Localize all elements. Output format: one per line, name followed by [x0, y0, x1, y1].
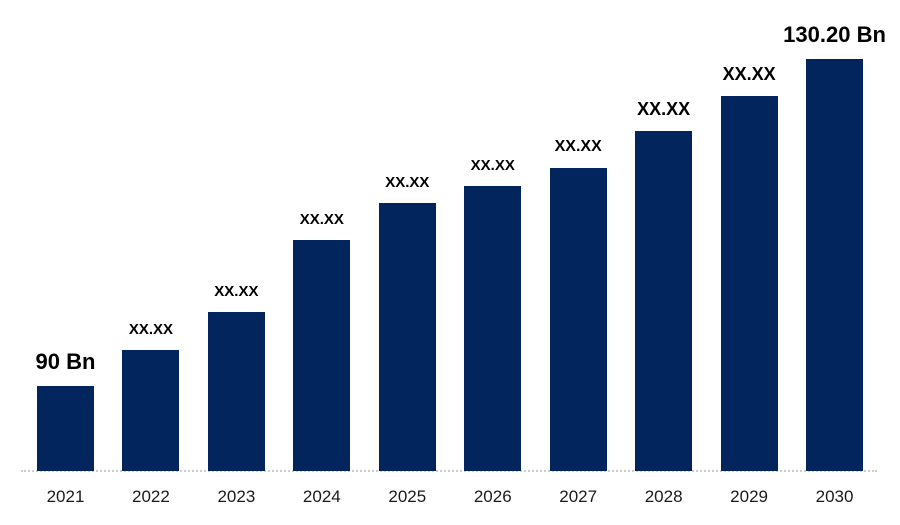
x-tick-2022: 2022 — [132, 487, 170, 506]
bar-2028 — [635, 131, 693, 471]
value-label-2024: XX.XX — [299, 211, 344, 228]
x-tick-2027: 2027 — [559, 487, 598, 506]
x-tick-2024: 2024 — [302, 487, 341, 506]
bar-2030 — [806, 59, 864, 471]
x-tick-2021: 2021 — [46, 487, 85, 506]
x-tick-2028: 2028 — [644, 487, 683, 506]
x-axis-line — [21, 470, 877, 472]
x-tick-2025: 2025 — [388, 487, 427, 506]
value-label-2025: XX.XX — [385, 174, 430, 191]
value-label-2021: 90 Bn — [35, 349, 96, 374]
x-tick-2029: 2029 — [730, 487, 769, 506]
value-label-2029: XX.XX — [722, 64, 776, 84]
bar-2029 — [720, 96, 778, 471]
value-label-2028: XX.XX — [637, 99, 691, 119]
value-label-2030: 130.20 Bn — [783, 22, 886, 47]
value-label-2022: XX.XX — [128, 321, 174, 338]
bar-2025 — [378, 203, 436, 471]
value-label-2026: XX.XX — [470, 157, 515, 174]
bar-2027 — [549, 168, 607, 471]
bar-2021 — [37, 386, 94, 471]
bar-2023 — [207, 312, 265, 471]
value-label-2023: XX.XX — [214, 283, 259, 300]
x-tick-2023: 2023 — [217, 487, 256, 506]
bar-2022 — [122, 350, 180, 471]
value-label-2027: XX.XX — [554, 138, 602, 155]
bar-2024 — [293, 240, 351, 471]
x-tick-2030: 2030 — [815, 487, 854, 506]
bar-2026 — [464, 186, 522, 471]
x-tick-2026: 2026 — [473, 487, 512, 506]
